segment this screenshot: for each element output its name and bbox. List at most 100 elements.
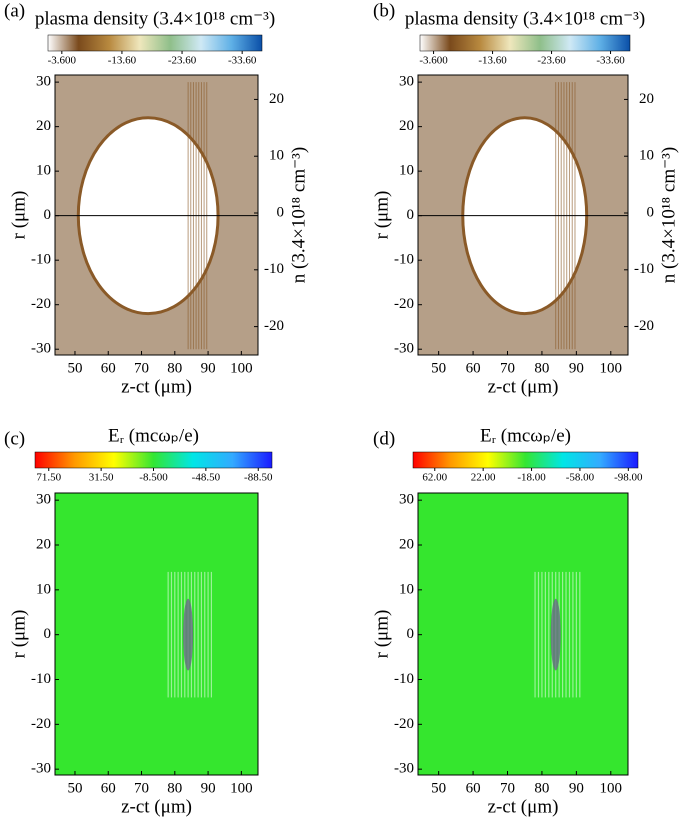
colorbar-title: Eᵣ (mcωₚ/e): [108, 425, 199, 446]
y-tick-label: -30: [31, 341, 51, 357]
plot-frame: [54, 492, 259, 776]
y-tick-label: 20: [36, 118, 51, 134]
x-tick-label: 70: [500, 780, 515, 796]
x-tick-label: 50: [431, 360, 446, 376]
colorbar-tick-label: -3.600: [48, 55, 77, 67]
y-tick-label: 30: [399, 492, 414, 508]
x-tick-label: 90: [569, 780, 584, 796]
colorbar-tick-label: -23.60: [537, 55, 566, 67]
colorbar: [412, 451, 639, 469]
colorbar-tick-label: -33.60: [228, 55, 257, 67]
x-tick-label: 60: [466, 780, 481, 796]
y2-axis-label: n (3.4×10¹⁸ cm⁻³): [288, 147, 309, 283]
colorbar-title: plasma density (3.4×10¹⁸ cm⁻³): [405, 8, 645, 29]
colorbar: [34, 451, 273, 469]
y-tick-label: 30: [399, 74, 414, 90]
y-axis-label: r (μm): [371, 191, 392, 240]
x-tick-label: 90: [569, 360, 584, 376]
x-tick-label: 90: [201, 780, 216, 796]
colorbar-tick-label: -58.00: [566, 472, 595, 484]
colorbar-tick-label: -88.50: [244, 472, 273, 484]
y-tick-label: 20: [399, 536, 414, 552]
field-image: [418, 75, 628, 355]
x-tick-label: 50: [67, 780, 82, 796]
plot-frame: [417, 74, 629, 356]
y-tick-label: 10: [36, 163, 51, 179]
background: [418, 493, 628, 775]
x-tick-label: 80: [534, 360, 549, 376]
x-tick-label: 60: [101, 780, 116, 796]
y2-tick-label: 20: [639, 91, 654, 107]
x-axis-label: z-ct (μm): [488, 376, 559, 397]
x-tick-label: 80: [534, 780, 549, 796]
x-tick-label: 90: [201, 360, 216, 376]
colorbar-tick-label: 62.00: [422, 472, 447, 484]
panel-label: (b): [373, 0, 395, 21]
y-tick-label: 20: [399, 118, 414, 134]
panel-label: (d): [373, 428, 395, 449]
x-tick-label: 80: [167, 780, 182, 796]
y-tick-label: -10: [31, 252, 51, 268]
colorbar-title: plasma density (3.4×10¹⁸ cm⁻³): [35, 8, 275, 29]
colorbar: [47, 34, 263, 52]
y-axis-label: r (μm): [371, 610, 392, 659]
y2-tick-label: -10: [634, 261, 654, 277]
y-tick-label: 0: [407, 626, 415, 642]
y-tick-label: -30: [394, 761, 414, 777]
x-tick-label: 70: [134, 360, 149, 376]
colorbar-tick-label: -13.60: [478, 55, 507, 67]
x-tick-label: 60: [101, 360, 116, 376]
y-tick-label: 10: [36, 581, 51, 597]
colorbar-tick-label: -33.60: [596, 55, 625, 67]
y-tick-label: -10: [394, 252, 414, 268]
y-tick-label: -20: [31, 716, 51, 732]
y2-tick-label: 0: [277, 204, 285, 220]
x-tick-label: 100: [600, 360, 623, 376]
colorbar-tick-label: 31.50: [89, 472, 114, 484]
y2-tick-label: 0: [647, 204, 655, 220]
colorbar-tick-label: -3.600: [419, 55, 448, 67]
y2-tick-label: 10: [269, 148, 284, 164]
panel-label: (c): [4, 428, 25, 449]
y2-axis-label: n (3.4×10¹⁸ cm⁻³): [658, 147, 679, 283]
x-axis-label: z-ct (μm): [488, 796, 559, 817]
colorbar-tick-label: -23.60: [168, 55, 197, 67]
y-tick-label: 0: [407, 207, 415, 223]
plot-frame: [54, 74, 259, 356]
y-tick-label: -20: [31, 296, 51, 312]
y-tick-label: 10: [399, 163, 414, 179]
panel-label: (a): [4, 0, 25, 21]
y-tick-label: -20: [394, 716, 414, 732]
colorbar-tick-label: -48.50: [192, 472, 221, 484]
field-image: [55, 493, 258, 775]
y2-tick-label: -10: [264, 261, 284, 277]
x-tick-label: 100: [230, 360, 253, 376]
x-axis-label: z-ct (μm): [121, 796, 192, 817]
colorbar-tick-label: 22.00: [471, 472, 496, 484]
field-image: [55, 75, 258, 355]
y-tick-label: -30: [31, 761, 51, 777]
core: [183, 598, 194, 671]
y-tick-label: -10: [31, 671, 51, 687]
y2-tick-label: 20: [269, 91, 284, 107]
x-tick-label: 70: [500, 360, 515, 376]
y-tick-label: -10: [394, 671, 414, 687]
background: [55, 493, 258, 775]
y-axis-label: r (μm): [8, 191, 29, 240]
y-axis-label: r (μm): [8, 610, 29, 659]
y-tick-label: 30: [36, 74, 51, 90]
x-tick-label: 50: [67, 360, 82, 376]
colorbar-title: Eᵣ (mcωₚ/e): [480, 425, 571, 446]
y-tick-label: 30: [36, 492, 51, 508]
y-tick-label: -20: [394, 296, 414, 312]
y2-tick-label: -20: [634, 318, 654, 334]
field-image: [418, 493, 628, 775]
core: [550, 598, 561, 671]
x-tick-label: 70: [134, 780, 149, 796]
x-tick-label: 60: [466, 360, 481, 376]
y-tick-label: -30: [394, 341, 414, 357]
x-tick-label: 100: [230, 780, 253, 796]
colorbar-tick-label: -13.60: [108, 55, 137, 67]
x-axis-label: z-ct (μm): [121, 376, 192, 397]
